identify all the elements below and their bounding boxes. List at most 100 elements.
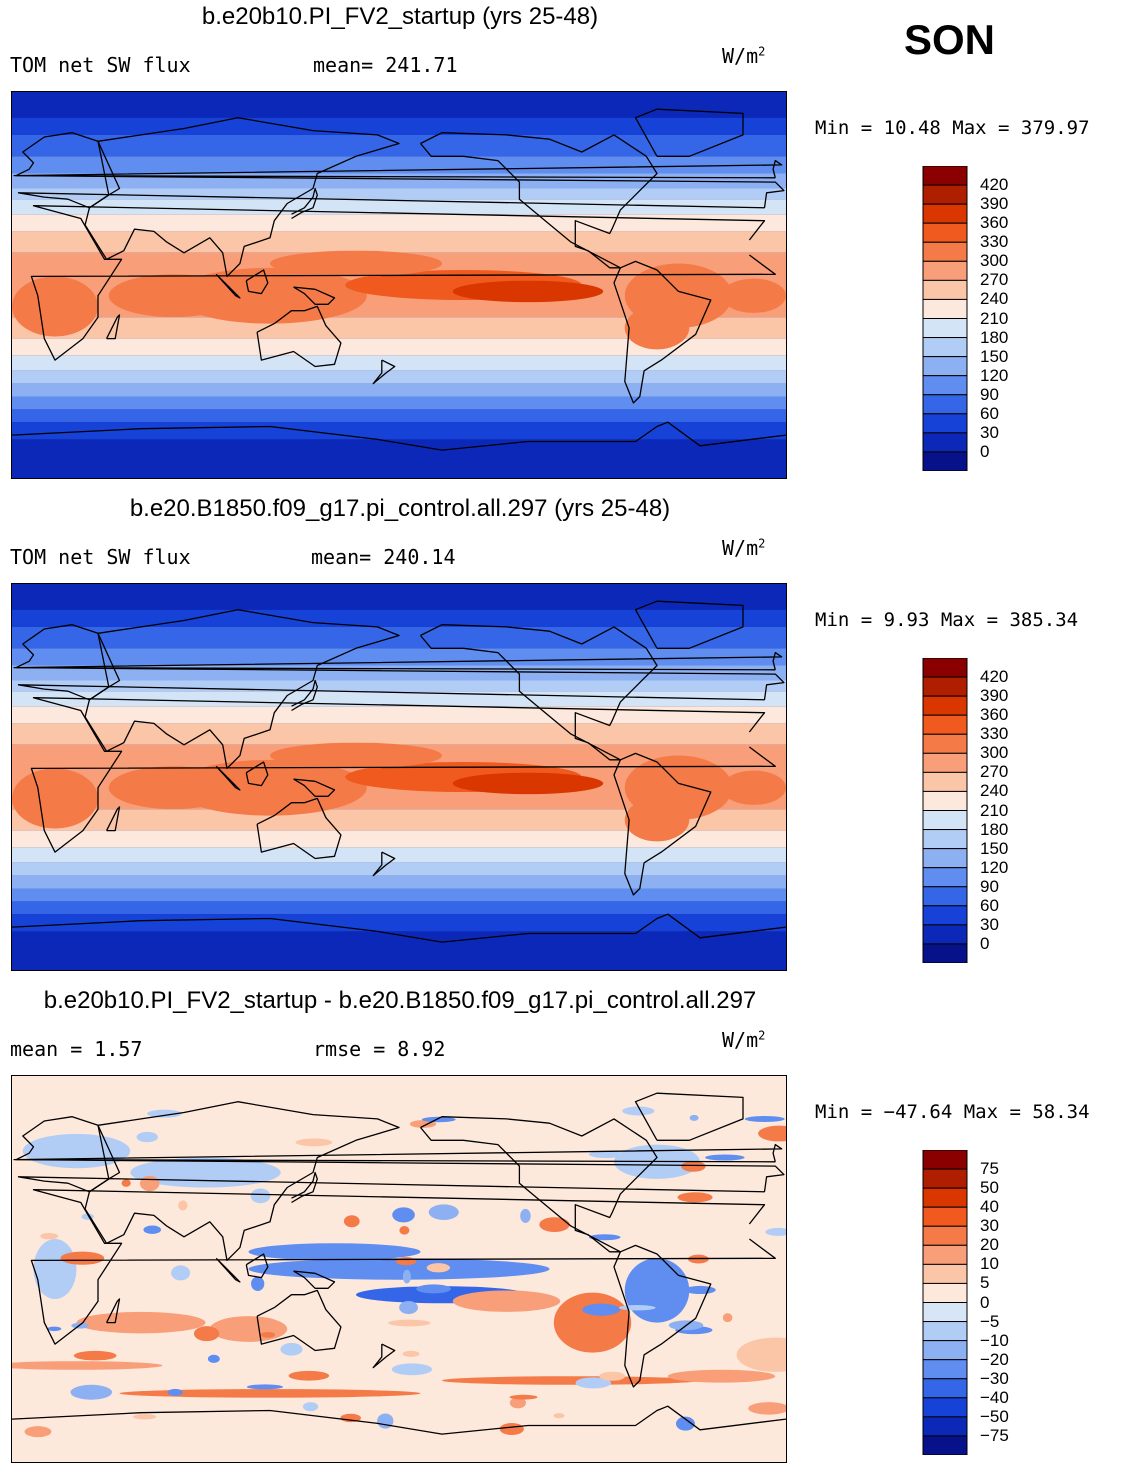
contour-blob: [108, 274, 238, 318]
anomaly-speck: [622, 1106, 655, 1116]
anomaly-speck: [136, 1131, 158, 1143]
panel-1-colorbar: 420 390 360 330 300 270 240 210 180 150 120 90 60 30 0: [922, 166, 1022, 471]
colorbar-tick-label: −40: [980, 1387, 1009, 1407]
colorbar-swatch: [922, 260, 968, 281]
anomaly-speck: [588, 1150, 624, 1159]
colorbar-swatch: [922, 790, 968, 811]
contour-band: [12, 317, 786, 339]
anomaly-speck: [388, 1319, 431, 1327]
colorbar-swatch: [922, 241, 968, 262]
colorbar-swatch: [922, 867, 968, 888]
contour-band: [12, 847, 786, 863]
panel-1-variable-label: TOM net SW flux: [10, 53, 191, 77]
contour-band: [12, 609, 786, 627]
colorbar-swatch: [922, 886, 968, 907]
coastline-borneo: [245, 269, 269, 295]
anomaly-blob: [76, 1311, 206, 1334]
colorbar-tick-label: −30: [980, 1368, 1009, 1388]
anomaly-speck: [280, 1342, 303, 1356]
anomaly-speck: [409, 1120, 437, 1128]
contour-band: [12, 156, 786, 174]
colorbar-swatch: [922, 1168, 968, 1189]
colorbar-swatch: [922, 1282, 968, 1303]
colorbar-swatch: [922, 1359, 968, 1380]
anomaly-speck: [589, 1234, 621, 1241]
coastline-japan: [291, 679, 318, 712]
coastline-southamerica: [613, 260, 712, 404]
colorbar-tick-label: 50: [980, 1178, 999, 1198]
anomaly-speck: [509, 1397, 527, 1409]
colorbar-swatch: [922, 695, 968, 716]
panel-1-mean-label: mean= 241.71: [313, 53, 458, 77]
colorbar-swatch: [922, 184, 968, 205]
contour-blob: [624, 306, 690, 350]
anomaly-speck: [40, 1232, 59, 1240]
colorbar-tick-label: 330: [980, 232, 1009, 252]
coastline-newzealand: [372, 851, 396, 877]
coastline-newzealand: [372, 1343, 396, 1369]
colorbar-tick-label: 420: [980, 667, 1009, 687]
contour-band: [12, 422, 786, 440]
coastline-sumatra: [215, 765, 241, 791]
anomaly-speck: [121, 1179, 131, 1187]
colorbar-swatch: [922, 356, 968, 377]
anomaly-speck: [143, 1225, 162, 1235]
coastline-madagascar: [106, 314, 121, 340]
contour-band: [12, 723, 786, 745]
anomaly-speck: [139, 1175, 160, 1192]
anomaly-speck: [416, 1284, 452, 1294]
anomaly-speck: [426, 1263, 451, 1273]
colorbar-tick-label: 360: [980, 705, 1009, 725]
colorbar-swatch: [922, 337, 968, 358]
anomaly-speck: [520, 1208, 531, 1223]
contour-blob: [108, 766, 238, 810]
contour-band: [12, 92, 786, 118]
anomaly-speck: [302, 1402, 319, 1412]
coastline-uk: [13, 159, 783, 179]
coastline-newguinea: [293, 778, 336, 797]
anomaly-speck: [582, 1303, 620, 1316]
colorbar-swatch: [922, 752, 968, 773]
anomaly-speck: [167, 1388, 183, 1396]
colorbar-tick-label: 180: [980, 327, 1009, 347]
colorbar-swatch: [922, 1416, 968, 1437]
panel-2-mean-label: mean= 240.14: [311, 545, 456, 569]
anomaly-blob: [209, 1316, 288, 1342]
contour-band: [12, 199, 786, 215]
colorbar-swatch: [922, 714, 968, 735]
colorbar-tick-label: 0: [980, 1292, 990, 1312]
anomaly-speck: [399, 1300, 418, 1315]
anomaly-speck: [681, 1161, 706, 1172]
colorbar-swatch: [922, 810, 968, 831]
contour-band: [12, 809, 786, 831]
contour-band: [12, 231, 786, 253]
anomaly-blob: [736, 1337, 786, 1372]
colorbar-swatch: [922, 451, 968, 471]
panel-1-minmax: Min = 10.48 Max = 379.97: [815, 117, 1090, 139]
colorbar-swatch: [922, 413, 968, 434]
anomaly-speck: [392, 1207, 415, 1223]
coastline-asia: [84, 117, 400, 278]
coastline-japan: [291, 1171, 318, 1204]
colorbar-tick-label: 30: [980, 422, 999, 442]
contour-band: [12, 914, 786, 932]
coastline-northamerica: [420, 624, 658, 761]
anomaly-speck: [147, 1109, 182, 1118]
colorbar-tick-label: 60: [980, 403, 999, 423]
panel-1-units: W/m2: [722, 44, 766, 68]
contour-band: [12, 626, 786, 649]
contour-band: [12, 396, 786, 410]
coastline-africa: [30, 697, 776, 853]
anomaly-blob: [667, 1369, 776, 1383]
colorbar-tick-label: 300: [980, 251, 1009, 271]
coastline-australia: [256, 305, 342, 368]
colorbar-tick-label: 90: [980, 384, 999, 404]
anomaly-blob: [553, 1292, 632, 1353]
colorbar-swatch: [922, 1244, 968, 1265]
contour-band: [12, 691, 786, 707]
coastline-newguinea: [293, 1270, 336, 1289]
colorbar-tick-label: 330: [980, 724, 1009, 744]
colorbar-swatch: [922, 1397, 968, 1418]
colorbar-tick-label: 60: [980, 895, 999, 915]
contour-blob: [452, 280, 604, 303]
